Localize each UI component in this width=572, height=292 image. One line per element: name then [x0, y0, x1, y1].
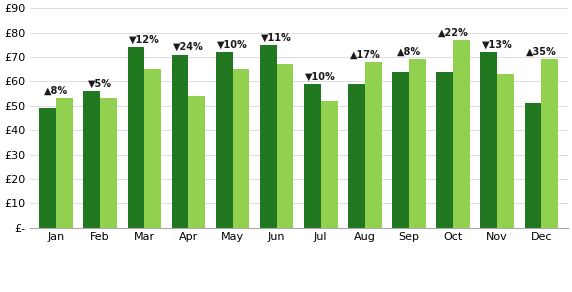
Bar [56, 98, 73, 228]
Bar [409, 59, 426, 228]
Bar [453, 40, 470, 228]
Bar [321, 101, 337, 228]
Bar [188, 96, 205, 228]
Bar [84, 91, 100, 228]
Text: ▼13%: ▼13% [482, 40, 513, 50]
Text: ▼11%: ▼11% [261, 32, 292, 42]
Bar [348, 84, 365, 228]
Bar [39, 108, 56, 228]
Bar [172, 55, 188, 228]
Bar [365, 62, 382, 228]
Text: ▲8%: ▲8% [397, 47, 421, 57]
Bar [260, 45, 277, 228]
Bar [392, 72, 409, 228]
Text: ▲35%: ▲35% [526, 47, 557, 57]
Text: ▼12%: ▼12% [129, 35, 160, 45]
Text: ▼10%: ▼10% [217, 40, 248, 50]
Bar [233, 69, 249, 228]
Bar [436, 72, 453, 228]
Bar [541, 59, 558, 228]
Text: ▲22%: ▲22% [438, 27, 468, 37]
Bar [144, 69, 161, 228]
Bar [480, 52, 497, 228]
Bar [100, 98, 117, 228]
Bar [128, 47, 144, 228]
Bar [216, 52, 233, 228]
Bar [525, 103, 541, 228]
Text: ▲17%: ▲17% [349, 49, 380, 59]
Bar [304, 84, 321, 228]
Text: ▼10%: ▼10% [305, 71, 336, 81]
Text: ▼5%: ▼5% [88, 79, 112, 89]
Text: ▼24%: ▼24% [173, 42, 204, 52]
Text: ▲8%: ▲8% [44, 86, 68, 96]
Bar [497, 74, 514, 228]
Bar [277, 64, 293, 228]
